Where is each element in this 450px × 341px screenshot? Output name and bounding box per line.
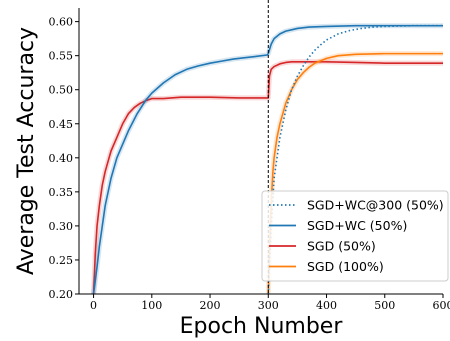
series-line-sgd-50	[92, 61, 443, 295]
legend-label: SGD (100%)	[307, 259, 384, 274]
y-axis-title: Average Test Accuracy	[14, 27, 39, 275]
x-axis-title: Epoch Number	[180, 314, 344, 339]
x-tick-label: 100	[141, 299, 162, 312]
series-layer	[91, 23, 443, 295]
y-tick-label: 0.50	[49, 84, 74, 97]
y-tick-label: 0.60	[49, 16, 74, 29]
x-tick-label: 200	[200, 299, 221, 312]
y-tick-label: 0.45	[49, 118, 74, 131]
legend-label: SGD+WC@300 (50%)	[307, 198, 444, 213]
x-tick-label: 0	[90, 299, 97, 312]
y-tick-label: 0.55	[49, 50, 74, 63]
y-tick-label: 0.25	[49, 254, 74, 267]
y-tick-label: 0.35	[49, 186, 74, 199]
x-ticks: 0 100 200 300 400 500 600	[90, 294, 450, 312]
x-tick-label: 500	[374, 299, 395, 312]
legend: SGD+WC@300 (50%) SGD+WC (50%) SGD (50%) SGD…	[261, 190, 449, 282]
legend-label: SGD+WC (50%)	[307, 218, 407, 233]
x-tick-label: 300	[258, 299, 279, 312]
series-line-sgd-wc-50	[92, 24, 443, 295]
y-tick-label: 0.30	[49, 220, 74, 233]
x-tick-label: 400	[316, 299, 337, 312]
x-tick-label: 600	[433, 299, 450, 312]
y-ticks: 0.20 0.25 0.30 0.35 0.40 0.45 0.50 0.55 0.60	[49, 16, 79, 301]
y-tick-label: 0.40	[49, 152, 74, 165]
legend-box	[261, 190, 449, 282]
y-tick-label: 0.20	[49, 288, 74, 301]
legend-label: SGD (50%)	[307, 239, 376, 254]
series-line-sgd-wc-300-50	[267, 24, 443, 295]
